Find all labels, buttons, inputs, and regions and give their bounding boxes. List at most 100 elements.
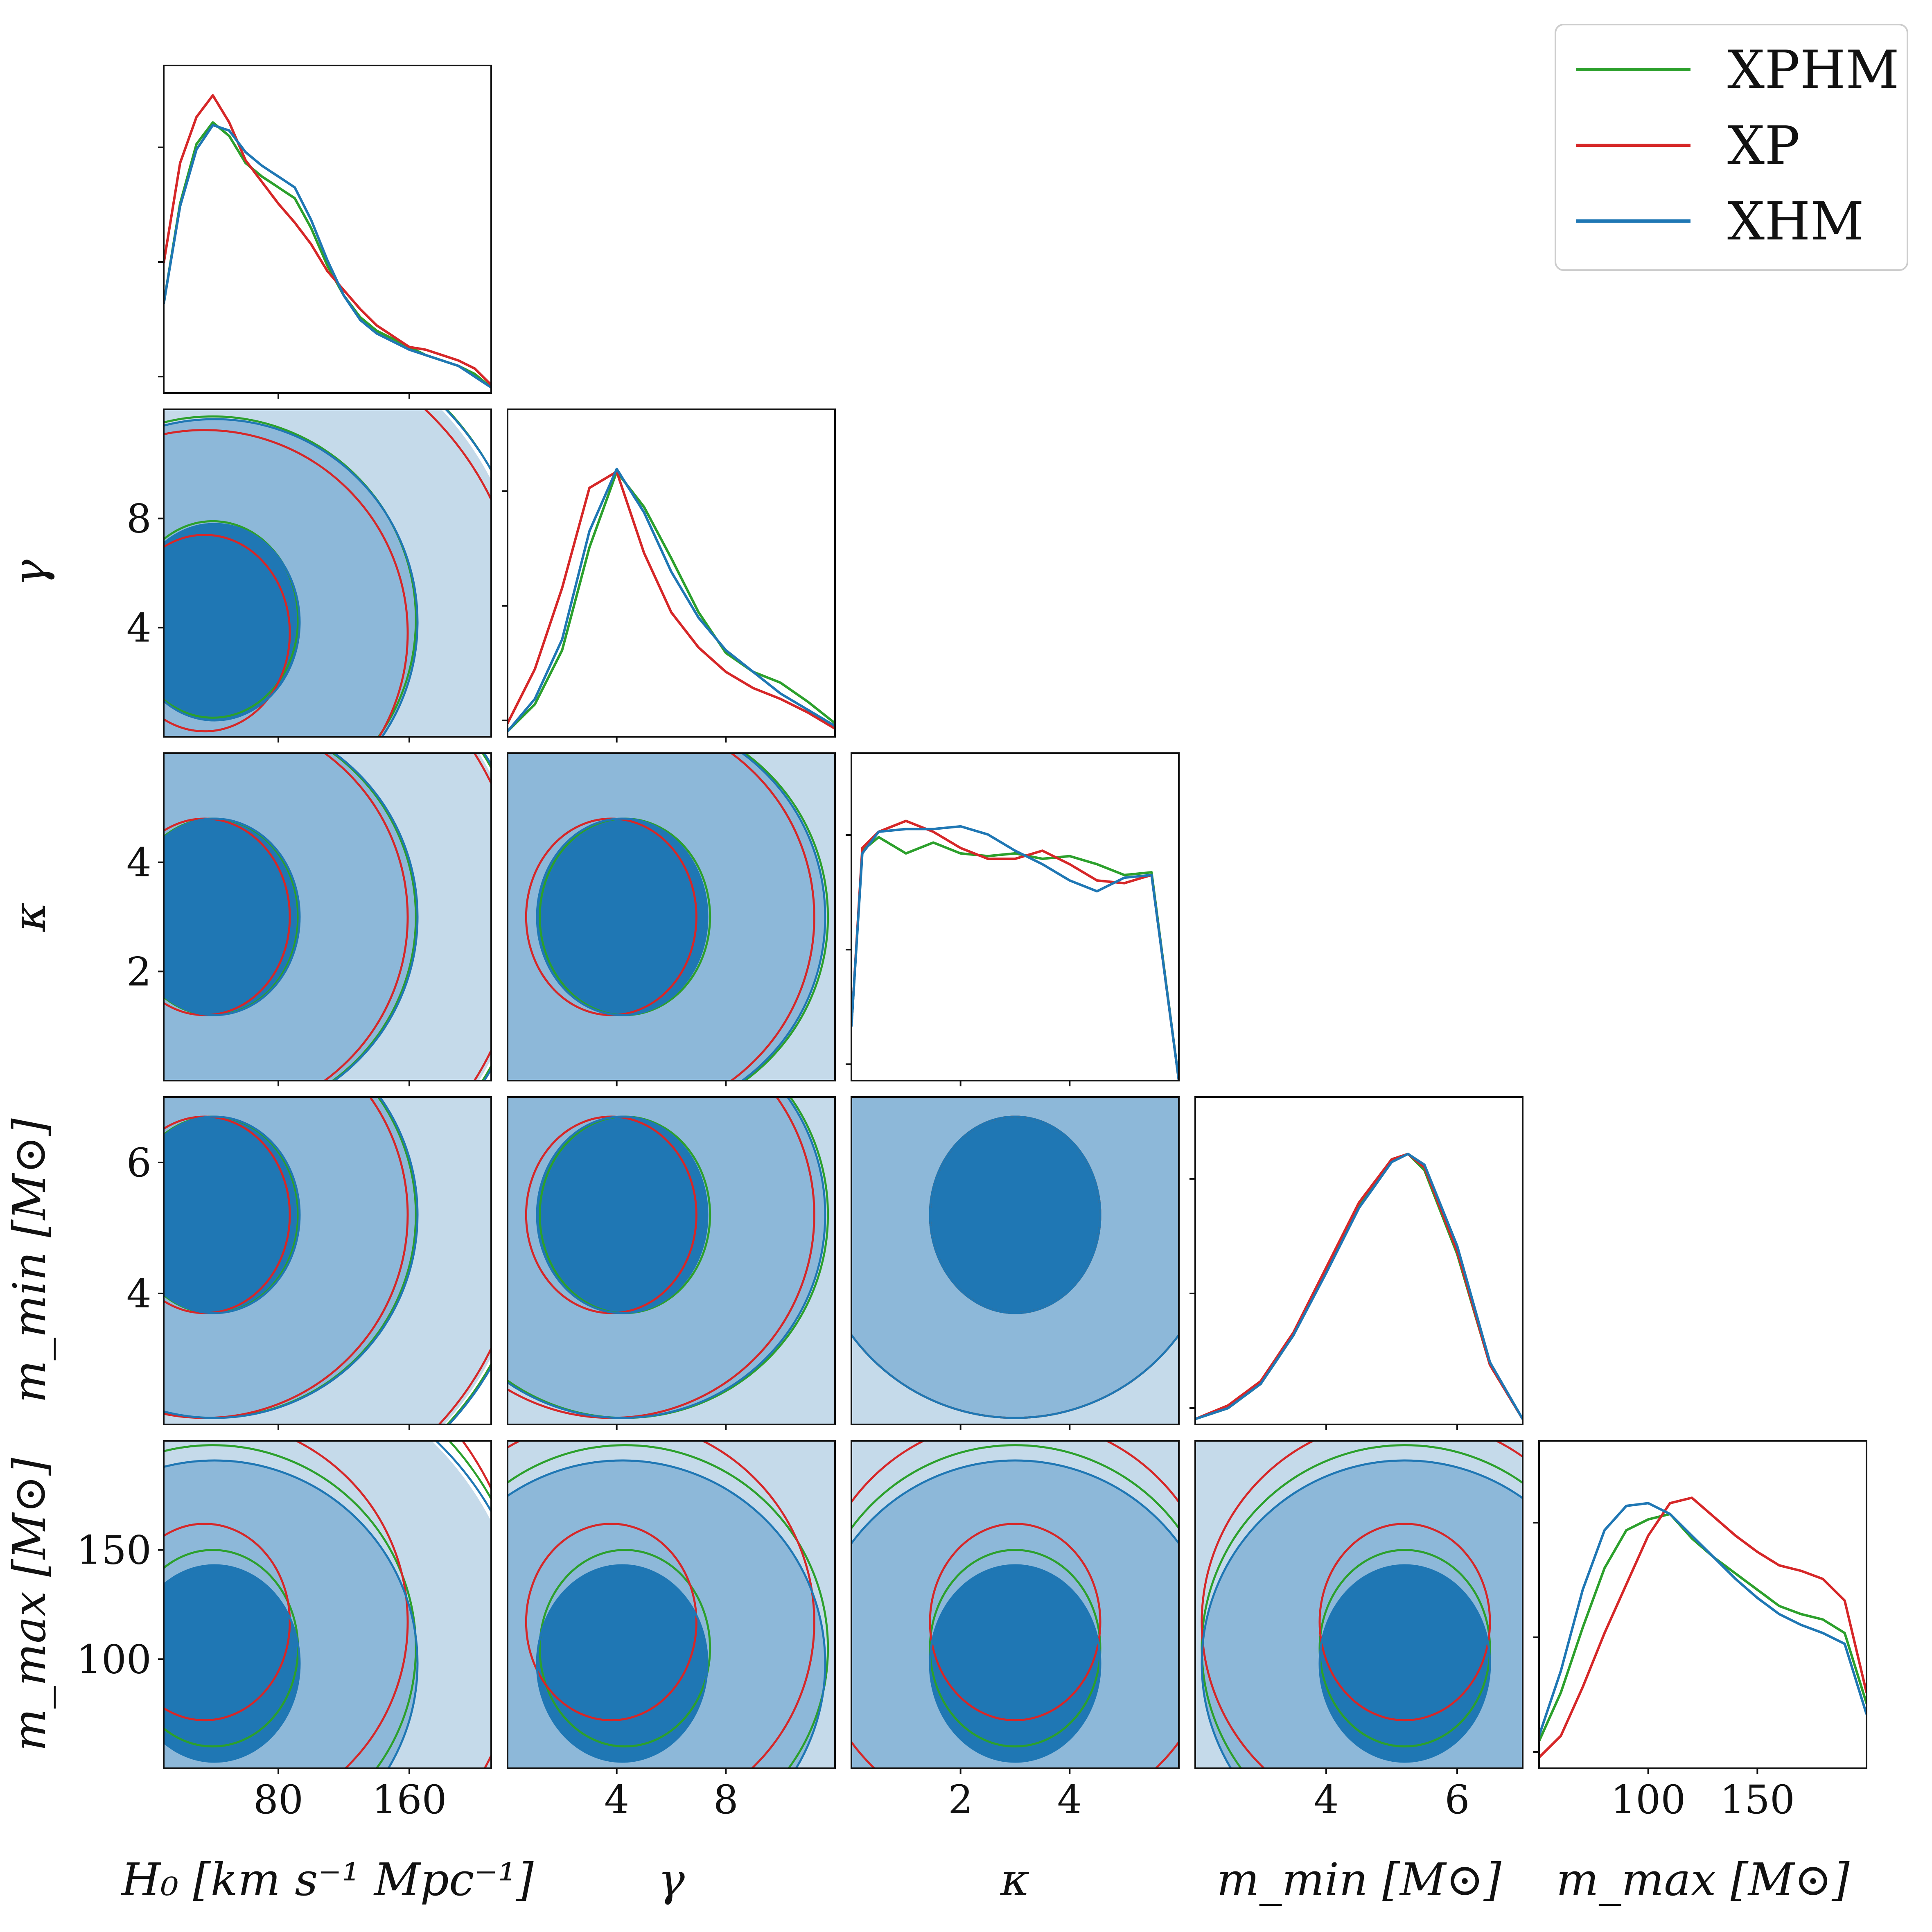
contour-xhm-3 — [164, 1564, 301, 1763]
contour-xhm-2 — [740, 753, 826, 1081]
xtick-label-gamma: 4 — [604, 1777, 629, 1823]
contour-xhm-2 — [332, 753, 419, 1081]
marginal-gamma-xphm — [508, 470, 835, 732]
marginal-kappa-xp — [851, 819, 1179, 1081]
fill-level-3 — [537, 819, 707, 1015]
marginal-m_min-xphm — [1195, 1153, 1523, 1420]
panel-frame — [507, 409, 836, 738]
contour-xhm-3 — [536, 1115, 709, 1314]
marginal-kappa-xphm — [851, 836, 1179, 1081]
xtick-label-m_min: 6 — [1444, 1777, 1469, 1823]
panel-gamma-kappa — [507, 752, 836, 1086]
fill-level-3 — [164, 819, 300, 1015]
contour-xphm-3 — [539, 1549, 711, 1748]
panel-H0-m_min: 46 — [126, 1096, 492, 1430]
panel-frame — [163, 1096, 492, 1425]
panel-m_min-m_min — [1189, 1096, 1523, 1430]
panel-frame — [1194, 1440, 1523, 1769]
yaxis-label-m_max: m_max [M⊙] — [3, 1458, 56, 1751]
panel-frame — [1194, 1096, 1523, 1425]
contour-xphm-2 — [331, 753, 417, 1081]
axes-labels-layer: H₀ [km s⁻¹ Mpc⁻¹] γ κ m_min [M⊙] m_max [M⊙] γ… — [3, 560, 1850, 1906]
contour-xp-3 — [1318, 1523, 1491, 1722]
marginal-H0-xp — [164, 94, 491, 386]
ytick-label-m_min: 6 — [126, 1140, 151, 1186]
panel-frame — [163, 752, 492, 1081]
contour-xhm-3 — [164, 523, 301, 722]
panel-gamma-m_min — [507, 1096, 836, 1430]
contour-xhm-3 — [929, 1564, 1101, 1763]
fill-level-3 — [1320, 1565, 1490, 1762]
panel-frame — [163, 1440, 492, 1769]
xtick-label-kappa: 4 — [1057, 1777, 1082, 1823]
panel-H0-kappa: 24 — [126, 752, 492, 1086]
contour-xp-2 — [1201, 1441, 1523, 1768]
fill-level-3 — [930, 1117, 1100, 1313]
ytick-label-m_max: 100 — [77, 1636, 151, 1682]
panel-frame — [507, 752, 836, 1081]
marginal-gamma-xp — [508, 470, 835, 730]
panel-kappa-m_min — [851, 1096, 1180, 1430]
marginal-m_min-xp — [1195, 1153, 1523, 1420]
contour-xp-2 — [323, 753, 409, 1081]
legend-frame — [1555, 24, 1908, 271]
contour-xhm-2 — [851, 1459, 1179, 1546]
fill-level-3 — [164, 1117, 300, 1313]
contour-xp-2 — [164, 429, 409, 737]
xtick-label-gamma: 8 — [713, 1777, 738, 1823]
contour-xhm-2 — [508, 1459, 826, 1768]
marginal-m_max-xhm — [1539, 1502, 1867, 1736]
marginal-H0-xphm — [164, 121, 491, 389]
xaxis-label-m_min: m_min [M⊙] — [1217, 1853, 1501, 1906]
legend-label-xhm: XHM — [1727, 191, 1864, 252]
contour-xphm-3 — [164, 520, 299, 719]
yaxis-label-kappa: κ — [3, 902, 56, 932]
contour-xphm-2 — [851, 1444, 1179, 1768]
contour-xhm-2 — [1201, 1459, 1523, 1768]
panel-frame — [851, 1440, 1180, 1769]
marginal-m_min-xhm — [1195, 1153, 1523, 1420]
legend-label-xp: XP — [1727, 115, 1800, 176]
ytick-label-m_min: 4 — [126, 1271, 151, 1317]
contour-xhm-3 — [164, 1115, 301, 1314]
panel-H0-gamma: 48 — [126, 409, 492, 743]
ytick-label-gamma: 4 — [126, 605, 151, 651]
fill-level-3 — [537, 1117, 707, 1313]
contour-xp-3 — [164, 534, 291, 733]
fill-level-3 — [164, 524, 300, 720]
panel-frame — [507, 1440, 836, 1769]
contour-xhm-2 — [851, 1333, 1179, 1419]
contour-xhm-2 — [164, 1459, 419, 1768]
contour-xhm-3 — [164, 817, 301, 1016]
contour-xp-2 — [508, 1441, 815, 1768]
panel-frame — [851, 1096, 1180, 1425]
panel-gamma-gamma — [502, 409, 836, 743]
panel-frame — [163, 65, 492, 394]
contour-xphm-2 — [164, 1444, 417, 1768]
contour-xhm-2 — [164, 1097, 419, 1419]
fill-level-3 — [930, 1565, 1100, 1762]
xtick-label-H0: 80 — [253, 1777, 303, 1823]
xaxis-label-gamma: γ — [658, 1853, 685, 1906]
contour-xhm-2 — [164, 418, 419, 737]
xtick-label-kappa: 2 — [948, 1777, 973, 1823]
contour-xphm-2 — [508, 1444, 829, 1768]
contour-xhm-3 — [1318, 1564, 1491, 1763]
marginal-gamma-xhm — [508, 467, 835, 732]
contour-xp-3 — [525, 1523, 697, 1722]
contour-xp-2 — [293, 1441, 409, 1768]
yaxis-label-gamma: γ — [3, 560, 56, 587]
panel-H0-m_max: 80 160 100 150 — [77, 1440, 492, 1823]
xtick-label-H0: 160 — [372, 1777, 447, 1823]
legend: XPHM XP XHM — [1555, 24, 1908, 271]
panel-H0-H0 — [158, 65, 492, 399]
ytick-label-kappa: 4 — [126, 840, 151, 886]
ytick-label-m_max: 150 — [77, 1528, 151, 1573]
contour-xhm-3 — [929, 1115, 1101, 1314]
xaxis-label-m_max: m_max [M⊙] — [1556, 1853, 1850, 1906]
xtick-label-m_max: 100 — [1611, 1777, 1686, 1823]
